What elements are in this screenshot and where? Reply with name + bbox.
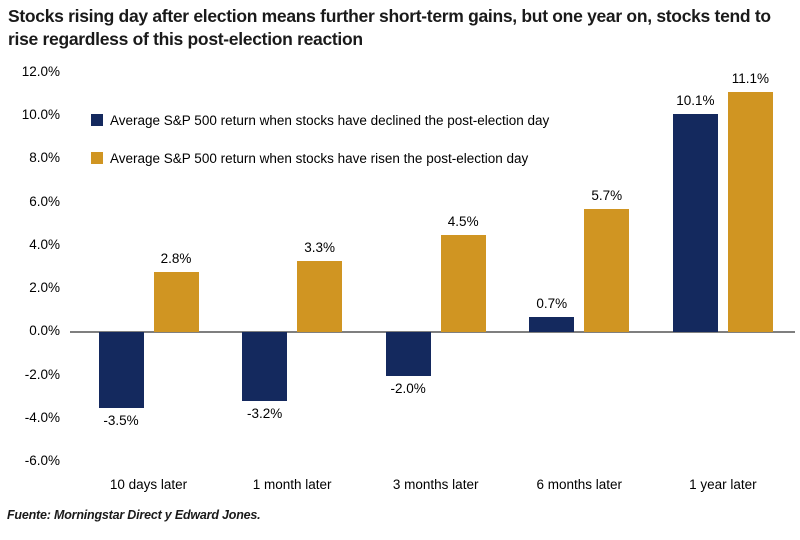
y-axis-tick-label: -2.0% (24, 366, 60, 382)
bar-risen-0 (153, 271, 199, 333)
y-axis-tick-label: 12.0% (21, 64, 60, 79)
source-note: Fuente: Morningstar Direct y Edward Jone… (7, 508, 261, 522)
bar-value-label: 4.5% (447, 214, 479, 230)
bar-value-label: 5.7% (591, 188, 623, 204)
legend-swatch-risen (91, 152, 103, 164)
bar-risen-1 (297, 261, 343, 333)
bar-declined-4 (672, 114, 718, 333)
bar-value-label: 0.7% (536, 296, 568, 312)
x-axis-category-label: 1 year later (689, 477, 757, 492)
legend-swatch-declined (91, 114, 103, 126)
bar-value-label: 2.8% (160, 250, 192, 266)
y-axis-tick-label: 6.0% (29, 193, 60, 209)
y-axis-tick-label: 2.0% (29, 280, 60, 296)
bar-value-label: -3.2% (246, 406, 283, 422)
bar-risen-4 (727, 92, 773, 333)
bar-value-label: -2.0% (390, 380, 426, 396)
x-axis-category-label: 10 days later (109, 477, 188, 492)
x-axis-line (70, 331, 795, 334)
bar-risen-3 (584, 209, 630, 333)
bar-declined-1 (242, 332, 288, 402)
bar-declined-0 (98, 332, 144, 408)
legend-label-risen: Average S&P 500 return when stocks have … (110, 150, 529, 166)
legend-label-declined: Average S&P 500 return when stocks have … (110, 112, 550, 128)
y-axis-tick-label: 8.0% (29, 150, 60, 166)
y-axis-tick-label: 4.0% (29, 236, 60, 252)
bar-risen-2 (440, 235, 486, 333)
legend-item-risen: Average S&P 500 return when stocks have … (91, 145, 549, 171)
y-axis-tick-label: -4.0% (24, 409, 60, 425)
bar-value-label: 3.3% (304, 240, 335, 256)
x-axis-category-label: 3 months later (392, 477, 479, 492)
y-axis-tick-label: 0.0% (29, 323, 60, 339)
legend-item-declined: Average S&P 500 return when stocks have … (91, 107, 549, 133)
chart-title: Stocks rising day after election means f… (8, 6, 771, 50)
y-axis-tick-label: 10.0% (21, 107, 60, 123)
bar-declined-3 (529, 317, 575, 333)
chart-legend: Average S&P 500 return when stocks have … (91, 107, 549, 183)
bar-value-label: 10.1% (676, 93, 715, 109)
bar-value-label: 11.1% (731, 71, 770, 87)
bar-value-label: -3.5% (103, 412, 139, 428)
bar-declined-2 (385, 332, 431, 376)
y-axis-tick-label: -6.0% (24, 453, 60, 468)
x-axis-category-label: 1 month later (252, 477, 332, 492)
x-axis-category-label: 6 months later (536, 477, 623, 492)
